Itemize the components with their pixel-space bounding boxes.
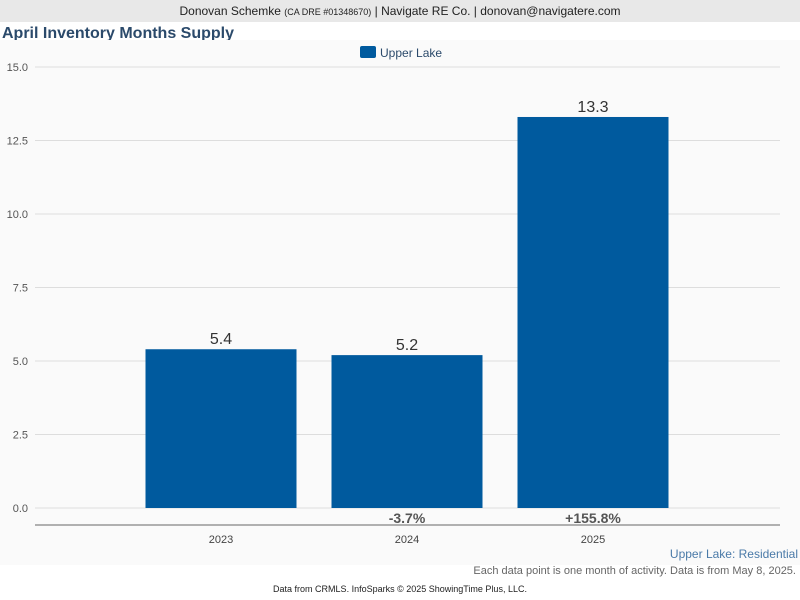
legend-label: Upper Lake [380,46,442,60]
legend-swatch [360,46,376,58]
x-tick-label: 2023 [209,534,233,546]
bar-value-label: 13.3 [577,99,608,116]
agent-contact: | Navigate RE Co. | donovan@navigatere.c… [374,4,621,18]
footer-source: Data from CRMLS. InfoSparks © 2025 Showi… [273,584,527,594]
bar [517,116,669,508]
y-tick-label: 0.0 [13,503,28,515]
y-tick-label: 5.0 [13,356,28,368]
change-label: -3.7% [389,510,426,526]
y-tick-label: 7.5 [13,283,28,295]
y-tick-label: 12.5 [7,136,28,148]
bar-chart: 0.0 2.5 5.0 7.5 10.0 12.5 15.0 5.4 2023 5.2 -3.7% 2… [7,46,798,561]
x-tick-label: 2025 [581,534,605,546]
y-tick-label: 15.0 [7,62,28,74]
chart-area: 0.0 2.5 5.0 7.5 10.0 12.5 15.0 5.4 2023 5.2 -3.7% 2… [0,40,800,565]
bar [145,349,297,508]
footer-note: Each data point is one month of activity… [473,565,796,577]
y-tick-label: 2.5 [13,430,28,442]
x-tick-label: 2024 [395,534,419,546]
agent-license: (CA DRE #01348670) [284,7,372,17]
corner-label: Upper Lake: Residential [670,547,798,561]
bar [331,355,483,508]
y-tick-label: 10.0 [7,209,28,221]
agent-header: Donovan Schemke (CA DRE #01348670) | Nav… [0,0,800,22]
chart-title: April Inventory Months Supply [2,25,235,42]
bar-value-label: 5.2 [396,337,418,354]
change-label: +155.8% [565,510,621,526]
agent-name: Donovan Schemke [179,4,281,18]
bar-value-label: 5.4 [210,331,232,348]
